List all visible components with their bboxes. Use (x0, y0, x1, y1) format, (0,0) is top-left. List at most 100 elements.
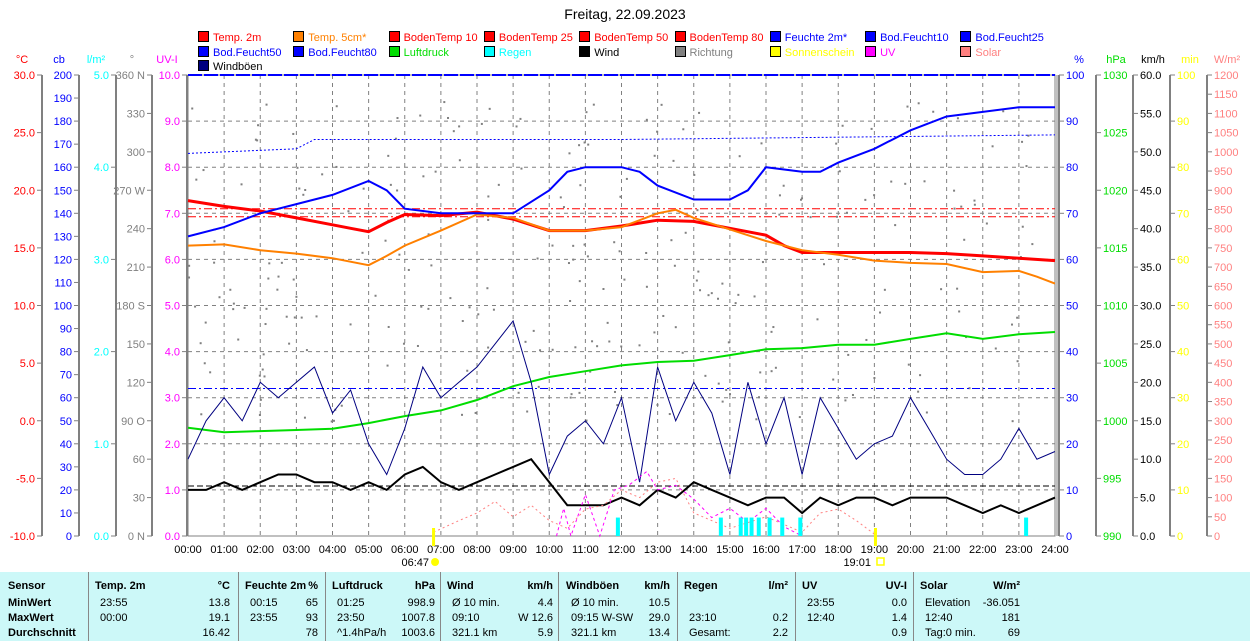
legend-label: Wind (594, 46, 620, 59)
axis-tick-label: 90 (1066, 116, 1078, 128)
direction-dot (696, 209, 699, 212)
direction-dot (870, 127, 873, 130)
direction-dot (682, 128, 685, 131)
direction-dot (782, 184, 785, 187)
rain-bar (738, 517, 743, 536)
axis-tick-label: 850 (1214, 204, 1232, 216)
cell-info: 12:40 (925, 612, 953, 624)
axis-tick-label: 10 (1066, 485, 1078, 497)
direction-dot (1031, 243, 1034, 246)
axis-tick-label: 200 (1214, 454, 1232, 466)
direction-dot (262, 353, 265, 356)
axis-tick-label: 1200 (1214, 70, 1238, 82)
x-tick-label: 01:00 (210, 544, 238, 556)
axis-tick-label: 180 S (116, 301, 145, 313)
axis-unit-label: l/m² (87, 54, 106, 66)
legend-item: BodenTemp 80 (674, 31, 764, 44)
axis-tick-label: 550 (1214, 320, 1232, 332)
axis-tick-label: 3.0 (94, 254, 109, 266)
x-tick-label: 04:00 (319, 544, 347, 556)
direction-dot (257, 124, 260, 127)
axis-tick-label: 1050 (1214, 128, 1238, 140)
axis-tick-label: 20 (1177, 439, 1189, 451)
axis-tick-label: 350 (1214, 397, 1232, 409)
direction-dot (480, 122, 483, 125)
legend-swatch (865, 45, 877, 57)
header-unit: W/m² (993, 580, 1020, 592)
legend-label: BodenTemp 50 (594, 32, 669, 44)
axis-tick-label: 270 W (113, 185, 145, 197)
axis-tick-label: 750 (1214, 243, 1232, 255)
direction-dot (717, 382, 720, 385)
legend-item: UV (865, 45, 895, 59)
direction-dot (389, 183, 392, 186)
direction-dot (194, 305, 197, 308)
rain-bar (615, 517, 620, 536)
axis-tick-label: 330 (127, 108, 145, 120)
cell-info: 23:55 (250, 612, 278, 624)
axis-tick-label: 50 (1177, 301, 1189, 313)
axis-tick-label: 4.0 (94, 162, 109, 174)
direction-dot (759, 371, 762, 374)
axis-tick-label: 25.0 (1140, 339, 1161, 351)
axis-tick-label: 5.0 (1140, 493, 1155, 505)
direction-dot (243, 306, 246, 309)
direction-dot (816, 318, 819, 321)
direction-dot (1027, 134, 1030, 137)
direction-dot (1011, 420, 1014, 423)
x-tick-label: 09:00 (499, 544, 527, 556)
direction-dot (645, 118, 648, 121)
series-luftdruck (187, 331, 1056, 434)
cell-value: 5.9 (537, 627, 553, 639)
axis-tick-label: 250 (1214, 435, 1232, 447)
axis-tick-label: 100 (1066, 70, 1084, 82)
x-tick-label: 22:00 (969, 544, 997, 556)
legend-label: Feuchte 2m* (784, 32, 848, 44)
direction-dot (698, 111, 701, 114)
axis-tick-label: 300 (1214, 416, 1232, 428)
axis-tick-label: 10.0 (14, 301, 35, 313)
direction-dot (883, 288, 886, 291)
direction-dot (1002, 110, 1005, 113)
axis-tick-label: 90 (1177, 116, 1189, 128)
direction-dot (991, 145, 994, 148)
axis-tick-label: 3.0 (165, 393, 180, 405)
axis-tick-label: 20 (60, 485, 72, 497)
direction-dot (587, 143, 590, 146)
column-divider (238, 572, 239, 641)
direction-dot (973, 199, 976, 202)
direction-dot (539, 349, 542, 352)
cell-value: 4.4 (537, 597, 553, 609)
direction-dot (551, 348, 554, 351)
direction-dot (292, 278, 295, 281)
axis-tick-label: 80 (1177, 162, 1189, 174)
direction-dot (653, 331, 656, 334)
x-tick-label: 02:00 (246, 544, 274, 556)
direction-dot (569, 299, 572, 302)
direction-dot (486, 287, 489, 290)
legend-swatch (769, 31, 781, 42)
direction-dot (917, 390, 920, 393)
legend-swatch (483, 31, 495, 42)
axis-unit-label: ° (130, 54, 134, 66)
x-tick-label: 14:00 (680, 544, 708, 556)
direction-dot (422, 175, 425, 178)
axis-tick-label: 1150 (1214, 89, 1238, 101)
direction-dot (835, 215, 838, 218)
direction-dot (734, 302, 737, 305)
cell-info: 01:25 (337, 597, 365, 609)
axis-tick-label: 500 (1214, 339, 1232, 351)
direction-dot (213, 261, 216, 264)
direction-dot (684, 231, 687, 234)
direction-dot (402, 342, 405, 345)
cell-value: 13.8 (208, 597, 230, 609)
legend-item: BodenTemp 10 (388, 31, 478, 44)
legend-label: Bod.Feucht25 (975, 32, 1044, 44)
direction-dot (515, 125, 518, 128)
direction-dot (953, 189, 956, 192)
axis-tick-label: 20.0 (1140, 377, 1161, 389)
x-tick-label: 05:00 (355, 544, 383, 556)
direction-dot (195, 178, 198, 181)
cell-info: 00:15 (250, 597, 278, 609)
legend-item: Solar (960, 45, 1001, 59)
